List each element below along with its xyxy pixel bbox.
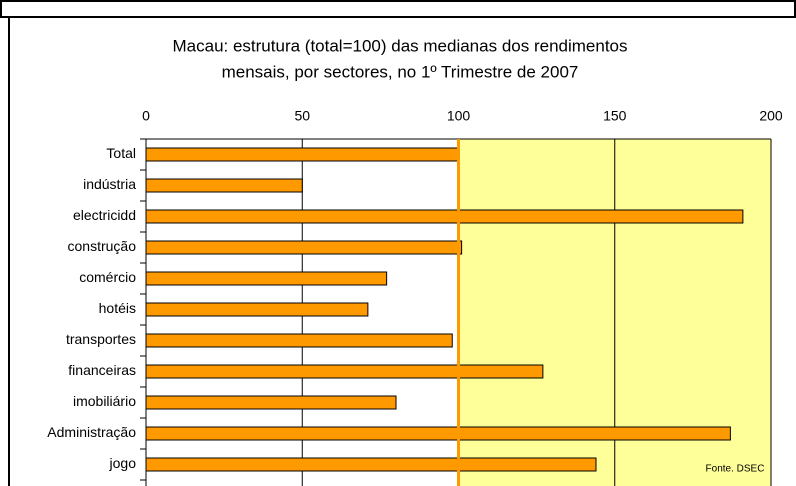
y-tick-label: transportes [66, 331, 136, 347]
y-tick-label: hotéis [99, 300, 136, 316]
x-tick-label: 150 [603, 108, 627, 124]
y-tick-label: electricidd [73, 207, 136, 223]
y-tick-label: indústria [83, 176, 136, 192]
y-tick-label: construção [68, 238, 137, 254]
y-tick-label: jogo [109, 455, 137, 471]
annotation: Fonte. DSEC [706, 464, 765, 475]
x-tick-label: 100 [447, 108, 471, 124]
top-frame [0, 0, 796, 18]
y-tick-label: Total [106, 145, 136, 161]
x-tick-label: 200 [759, 108, 783, 124]
bar [145, 271, 388, 286]
bar [145, 395, 397, 410]
x-tick-label: 50 [294, 108, 310, 124]
chart-title: Macau: estrutura (total=100) das mediana… [173, 36, 628, 55]
bar [145, 457, 597, 472]
bar [145, 147, 459, 162]
y-tick-label: financeiras [68, 362, 136, 378]
bar [145, 364, 544, 379]
y-tick-label: comércio [79, 269, 136, 285]
bar [145, 333, 453, 348]
y-tick-label: Administração [47, 424, 136, 440]
bar [145, 178, 303, 193]
y-tick-label: imobiliário [73, 393, 136, 409]
x-tick-label: 0 [142, 108, 150, 124]
bar [145, 426, 731, 441]
bar [145, 240, 463, 255]
bar [145, 209, 744, 224]
bar [145, 302, 369, 317]
chart-title: mensais, por sectores, no 1º Trimestre d… [222, 62, 579, 81]
